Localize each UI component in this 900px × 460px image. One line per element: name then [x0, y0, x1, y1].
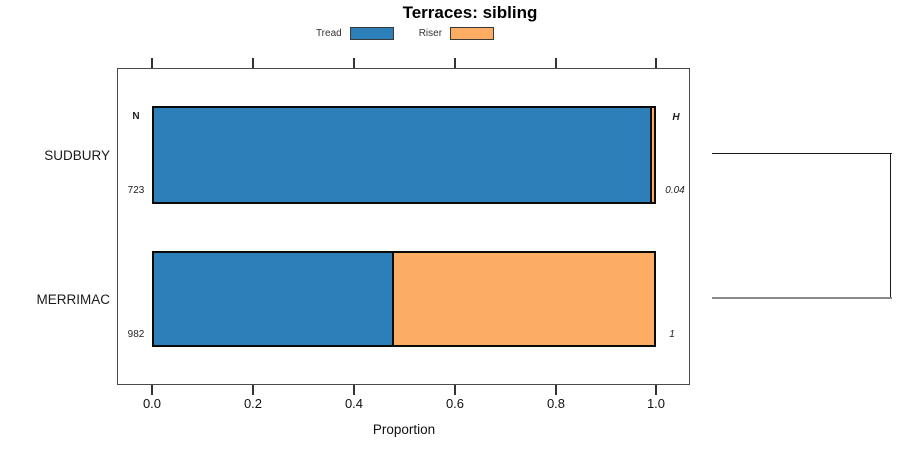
n-column-header: N: [132, 111, 140, 122]
category-label-merrimac: MERRIMAC: [36, 292, 111, 307]
plot-area: [117, 68, 690, 385]
top-axis-tick: [151, 58, 153, 68]
bracket-top-line: [712, 153, 892, 154]
bar-segment-sudbury-riser: [651, 108, 654, 202]
bar-segment-sudbury-tread: [154, 108, 652, 202]
x-tick-label: 0.8: [546, 396, 566, 411]
x-tick-label: 0.0: [142, 396, 162, 411]
legend-label-riser: Riser: [418, 27, 443, 39]
x-axis-tick: [252, 385, 254, 395]
bar-segment-merrimac-tread: [154, 253, 394, 345]
legend: Tread Riser: [0, 25, 810, 41]
top-axis-tick: [555, 58, 557, 68]
top-axis-tick: [454, 58, 456, 68]
top-axis-tick: [655, 58, 657, 68]
top-axis-tick: [353, 58, 355, 68]
h-column-header: H: [672, 112, 680, 123]
x-tick-label: 0.6: [445, 396, 465, 411]
x-axis-label: Proportion: [372, 422, 436, 437]
bar-sudbury: [152, 106, 656, 204]
legend-swatch-tread: [349, 26, 394, 40]
n-value-sudbury: 723: [127, 185, 145, 196]
x-axis-tick: [454, 385, 456, 395]
chart-title: Terraces: sibling: [402, 3, 538, 22]
x-axis-tick: [353, 385, 355, 395]
h-value-merrimac: 1: [669, 329, 675, 340]
legend-item-riser: Riser: [418, 26, 495, 40]
n-value-merrimac: 982: [127, 329, 145, 340]
top-axis-tick: [252, 58, 254, 68]
x-tick-label: 1.0: [646, 396, 666, 411]
legend-swatch-riser: [450, 26, 495, 40]
x-axis-tick: [151, 385, 153, 395]
category-label-sudbury: SUDBURY: [44, 148, 110, 163]
legend-item-tread: Tread: [315, 26, 394, 40]
bar-merrimac: [152, 251, 656, 347]
h-value-sudbury: 0.04: [665, 185, 685, 196]
x-axis-tick: [655, 385, 657, 395]
bracket-vertical-line: [890, 153, 891, 299]
x-axis-tick: [555, 385, 557, 395]
legend-label-tread: Tread: [315, 27, 342, 39]
bar-segment-merrimac-riser: [394, 253, 654, 345]
bracket-bottom-line: [712, 297, 892, 299]
x-tick-label: 0.4: [344, 396, 364, 411]
x-tick-label: 0.2: [243, 396, 263, 411]
